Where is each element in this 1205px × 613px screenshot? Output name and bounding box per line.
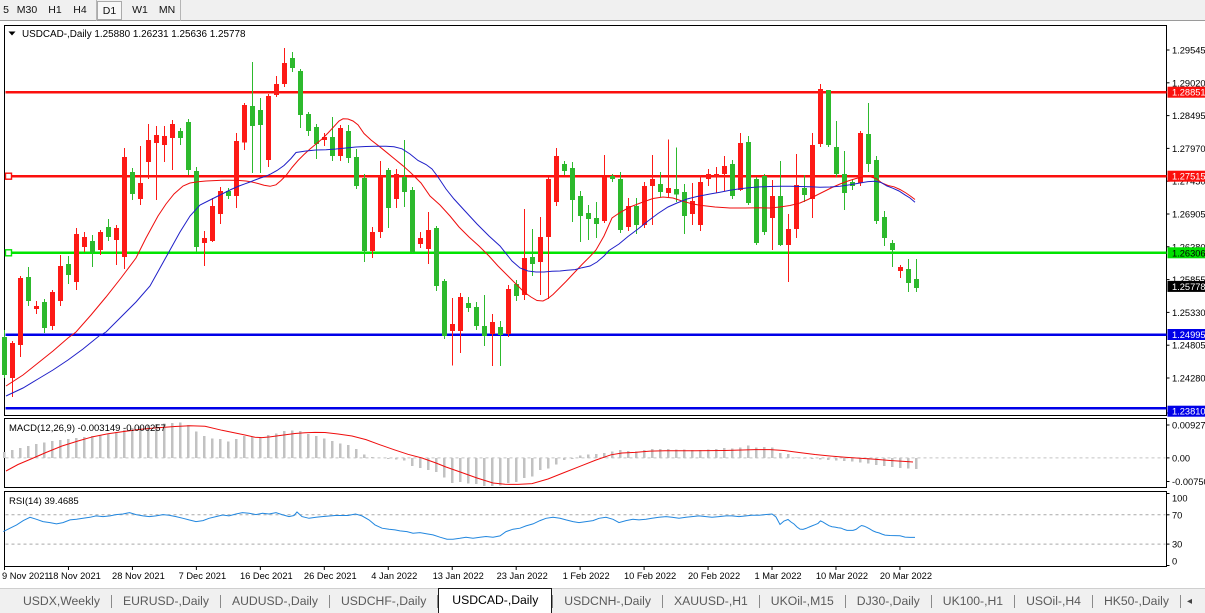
- svg-text:0.009278: 0.009278: [1172, 421, 1205, 431]
- svg-text:MACD(12,26,9) -0.003149 -0.000: MACD(12,26,9) -0.003149 -0.000257: [9, 423, 166, 434]
- svg-text:1.27970: 1.27970: [1172, 144, 1205, 154]
- svg-text:1.27515: 1.27515: [1172, 172, 1205, 182]
- svg-text:7 Dec 2021: 7 Dec 2021: [179, 571, 227, 581]
- svg-text:RSI(14) 39.4685: RSI(14) 39.4685: [9, 496, 79, 507]
- svg-text:4 Jan 2022: 4 Jan 2022: [371, 571, 417, 581]
- svg-text:1 Feb 2022: 1 Feb 2022: [563, 571, 610, 581]
- svg-text:10 Feb 2022: 10 Feb 2022: [624, 571, 676, 581]
- svg-text:1.25855: 1.25855: [1172, 275, 1205, 285]
- svg-text:1.26306: 1.26306: [1172, 248, 1205, 258]
- svg-text:-0.00750: -0.00750: [1172, 477, 1205, 487]
- svg-text:1 Mar 2022: 1 Mar 2022: [755, 571, 802, 581]
- svg-text:100: 100: [1172, 494, 1188, 504]
- svg-text:26 Dec 2021: 26 Dec 2021: [304, 571, 357, 581]
- svg-text:10 Mar 2022: 10 Mar 2022: [816, 571, 868, 581]
- svg-text:0: 0: [1172, 557, 1177, 567]
- svg-text:1.24995: 1.24995: [1172, 330, 1205, 340]
- svg-text:20 Mar 2022: 20 Mar 2022: [880, 571, 932, 581]
- svg-text:USDCAD-,Daily 1.25880 1.26231: USDCAD-,Daily 1.25880 1.26231 1.25636 1.…: [22, 29, 246, 40]
- svg-text:28 Nov 2021: 28 Nov 2021: [112, 571, 165, 581]
- svg-text:9 Nov 2021: 9 Nov 2021: [2, 571, 50, 581]
- svg-text:1.25778: 1.25778: [1172, 282, 1205, 292]
- svg-text:30: 30: [1172, 540, 1182, 550]
- svg-text:18 Nov 2021: 18 Nov 2021: [48, 571, 101, 581]
- svg-text:1.29020: 1.29020: [1172, 78, 1205, 88]
- svg-text:1.26905: 1.26905: [1172, 210, 1205, 220]
- svg-text:1.23810: 1.23810: [1172, 407, 1205, 417]
- svg-text:1.24805: 1.24805: [1172, 341, 1205, 351]
- svg-text:1.25330: 1.25330: [1172, 308, 1205, 318]
- svg-text:0.00: 0.00: [1172, 453, 1190, 463]
- svg-text:20 Feb 2022: 20 Feb 2022: [688, 571, 740, 581]
- svg-text:1.28851: 1.28851: [1172, 88, 1205, 98]
- svg-text:70: 70: [1172, 510, 1182, 520]
- svg-text:1.29545: 1.29545: [1172, 46, 1205, 56]
- svg-text:23 Jan 2022: 23 Jan 2022: [497, 571, 548, 581]
- svg-text:1.28495: 1.28495: [1172, 111, 1205, 121]
- svg-text:1.24280: 1.24280: [1172, 374, 1205, 384]
- svg-text:13 Jan 2022: 13 Jan 2022: [433, 571, 484, 581]
- svg-text:16 Dec 2021: 16 Dec 2021: [240, 571, 293, 581]
